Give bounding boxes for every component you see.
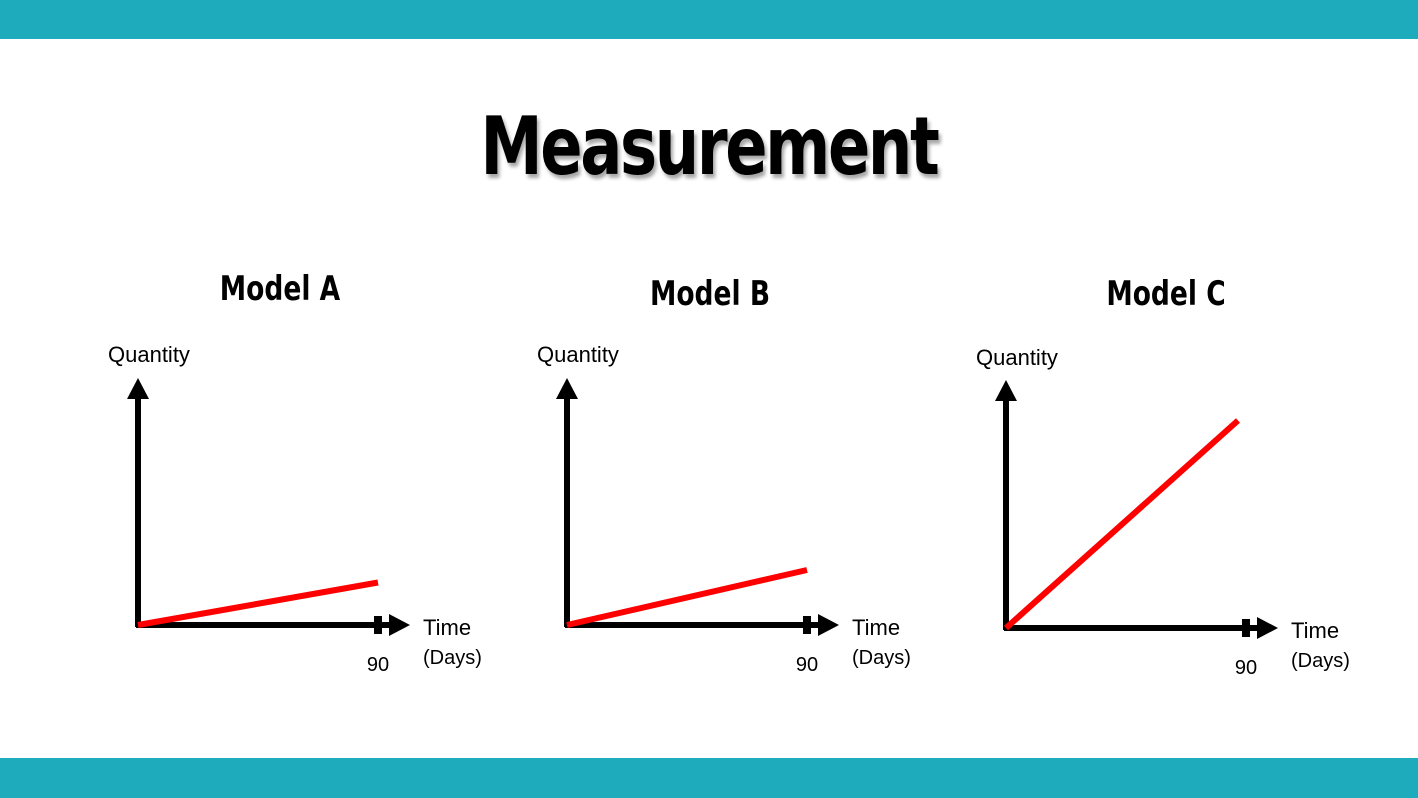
x-axis-unit: (Days): [423, 647, 482, 669]
x-tick-mark: [374, 616, 382, 634]
y-axis-arrow: [556, 378, 578, 399]
y-axis-arrow: [995, 380, 1017, 401]
chart-title: Model B: [650, 275, 770, 314]
x-axis-arrow: [1257, 617, 1278, 639]
x-axis-label: Time: [1291, 618, 1339, 643]
page-title: Measurement: [480, 100, 939, 193]
x-axis-label: Time: [852, 615, 900, 640]
y-axis-arrow: [127, 378, 149, 399]
y-axis-label: Quantity: [537, 342, 619, 367]
x-axis-unit: (Days): [852, 647, 911, 669]
series-line: [566, 567, 808, 628]
y-axis-label: Quantity: [108, 342, 190, 367]
series-line: [137, 579, 379, 628]
x-tick-label: 90: [796, 654, 818, 676]
chart-title: Model A: [220, 270, 341, 309]
x-tick-mark: [803, 616, 811, 634]
x-axis-label: Time: [423, 615, 471, 640]
y-axis-label: Quantity: [976, 345, 1058, 370]
x-tick-label: 90: [1235, 657, 1257, 679]
series-line: [1004, 418, 1240, 631]
chart-title: Model C: [1106, 275, 1225, 314]
x-axis-arrow: [818, 614, 839, 636]
top-band: [0, 0, 1418, 39]
x-tick-mark: [1242, 619, 1250, 637]
x-axis-unit: (Days): [1291, 650, 1350, 672]
x-tick-label: 90: [367, 654, 389, 676]
x-axis-arrow: [389, 614, 410, 636]
bottom-band: [0, 758, 1418, 798]
